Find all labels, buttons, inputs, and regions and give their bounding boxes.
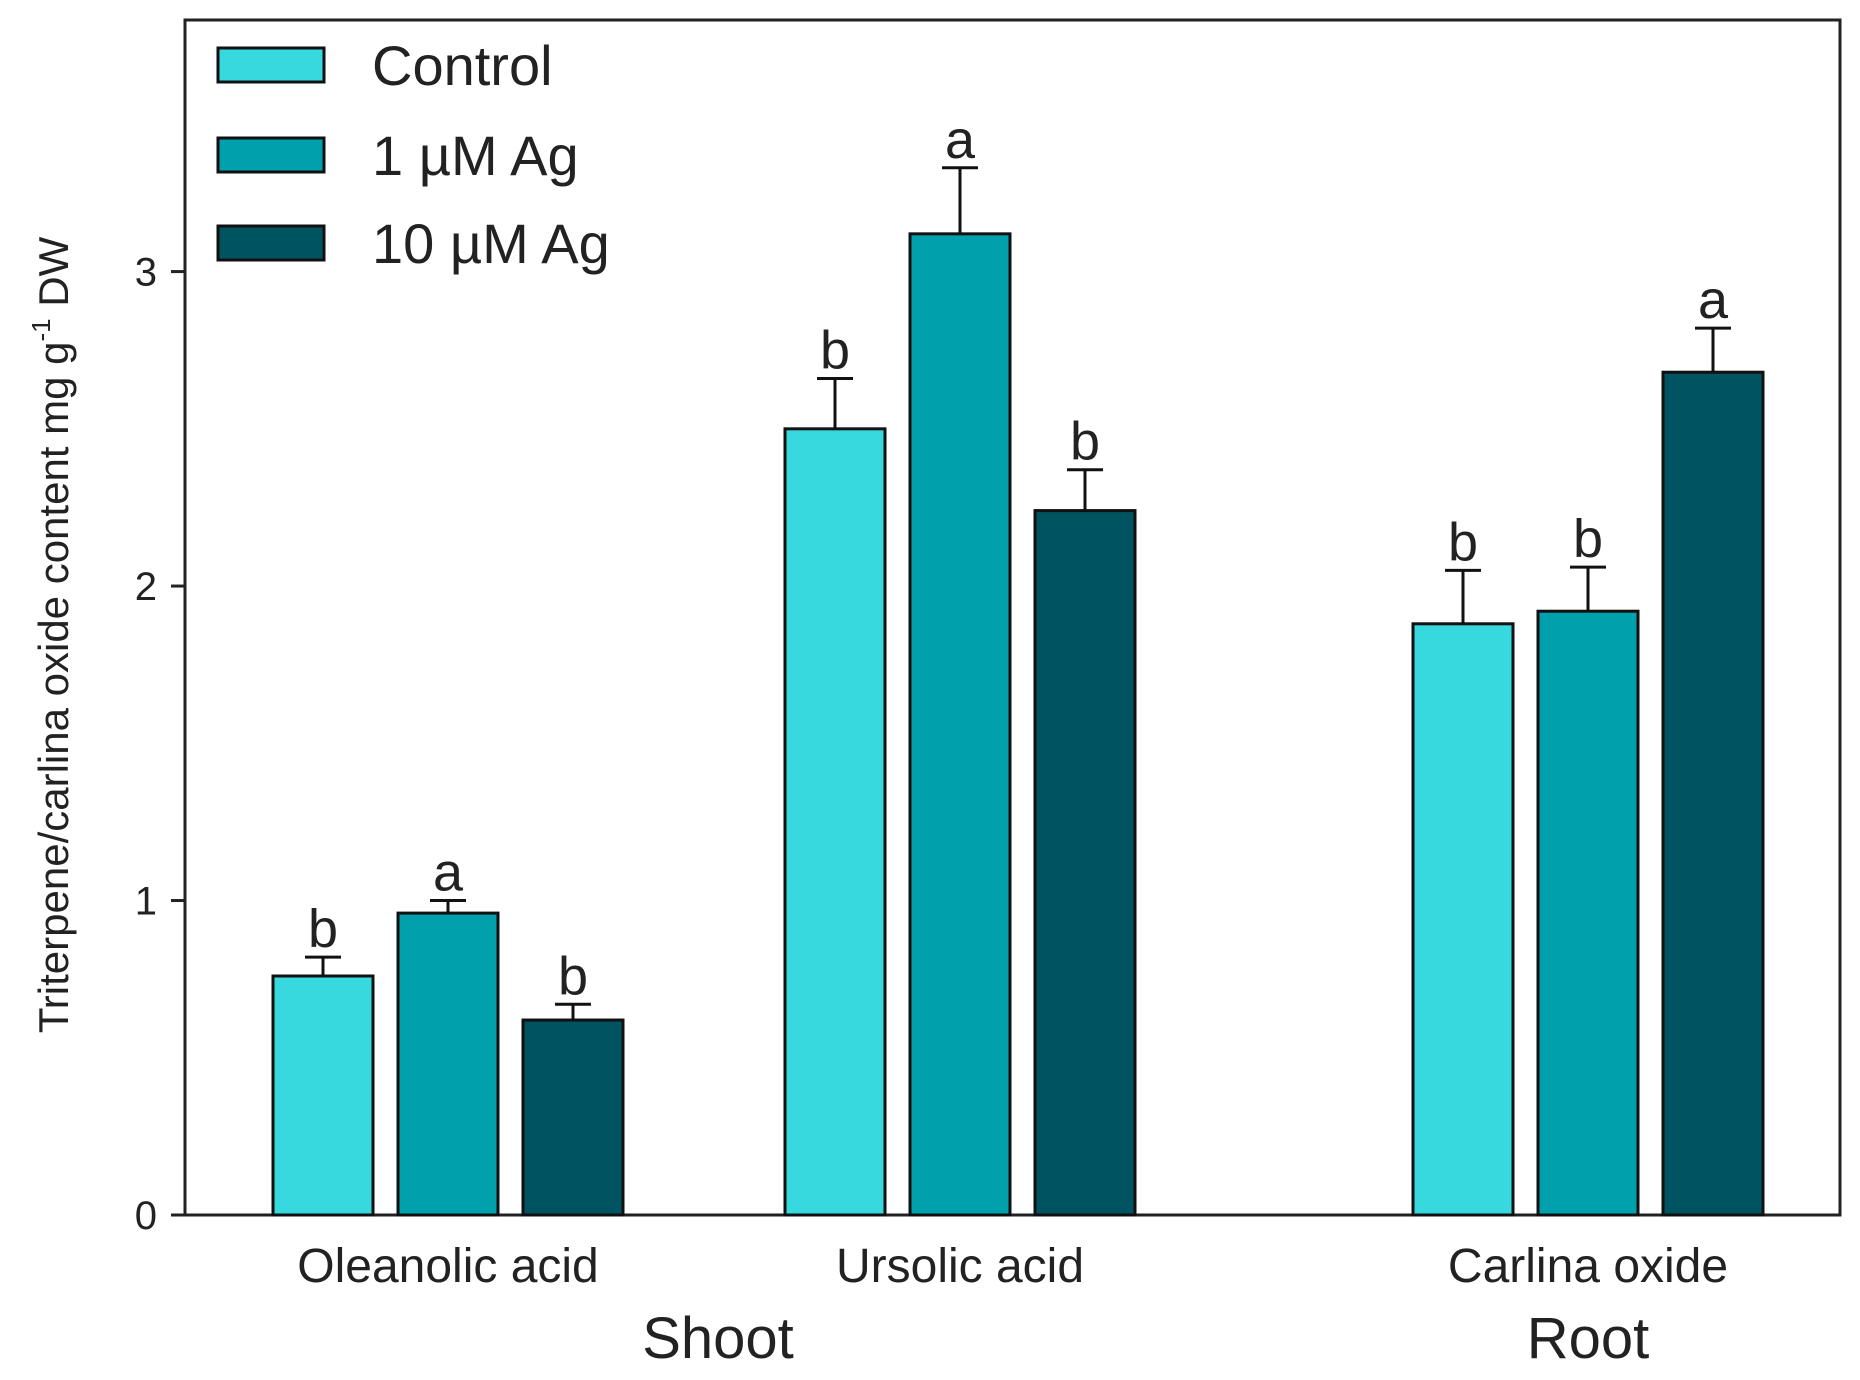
significance-letter: b bbox=[308, 899, 338, 959]
legend-label: 1 µM Ag bbox=[372, 124, 579, 187]
legend-swatch-10-m-ag bbox=[216, 224, 326, 262]
x-axis: Oleanolic acid Ursolic acid Carlina oxide S… bbox=[297, 1240, 1728, 1371]
x-group-label: Root bbox=[1527, 1306, 1650, 1371]
x-category-label: Oleanolic acid bbox=[297, 1240, 599, 1293]
x-category-label: Carlina oxide bbox=[1448, 1240, 1728, 1293]
significance-letter: b bbox=[820, 321, 850, 381]
legend-label: 10 µM Ag bbox=[372, 212, 610, 275]
bar-ursolic-acid-1-m-ag bbox=[908, 232, 1012, 1217]
legend-label: Control bbox=[372, 34, 553, 97]
significance-letter: b bbox=[558, 946, 588, 1006]
plot-frame bbox=[183, 18, 1842, 1217]
bar-carlina-oxide-10-m-ag bbox=[1661, 370, 1765, 1217]
legend-swatch-1-m-ag bbox=[216, 136, 326, 174]
bar-ursolic-acid-control bbox=[783, 427, 887, 1217]
significance-letter: a bbox=[945, 110, 976, 170]
bar-oleanolic-acid-10-m-ag bbox=[521, 1018, 625, 1217]
legend-swatch-control bbox=[216, 46, 326, 84]
y-tick-label: 0 bbox=[135, 1194, 157, 1238]
bar-oleanolic-acid-control bbox=[271, 974, 375, 1217]
significance-letter: b bbox=[1573, 509, 1603, 569]
y-axis-label-superscript: -1 bbox=[26, 318, 56, 341]
x-group-label: Shoot bbox=[642, 1306, 794, 1371]
y-axis-label-suffix: DW bbox=[30, 236, 77, 318]
significance-letter: b bbox=[1070, 412, 1100, 472]
y-tick-label: 1 bbox=[135, 880, 157, 924]
y-tick-label: 3 bbox=[135, 251, 157, 295]
bar-oleanolic-acid-1-m-ag bbox=[396, 911, 500, 1217]
y-axis: 0 1 2 3 bbox=[135, 251, 185, 1238]
bar-carlina-oxide-1-m-ag bbox=[1536, 609, 1640, 1217]
y-axis-label: Triterpene/carlina oxide content mg g-1 … bbox=[26, 236, 77, 1033]
bar-ursolic-acid-10-m-ag bbox=[1033, 509, 1137, 1217]
significance-letter: a bbox=[1698, 270, 1729, 330]
significance-letter: a bbox=[433, 843, 464, 903]
y-tick-label: 2 bbox=[135, 565, 157, 609]
y-axis-label-main: Triterpene/carlina oxide content mg g bbox=[30, 341, 77, 1033]
legend: Control 1 µM Ag 10 µM Ag bbox=[216, 34, 610, 275]
bar-carlina-oxide-control bbox=[1411, 622, 1515, 1217]
significance-letter: b bbox=[1448, 512, 1478, 572]
bars-layer: b a b b a b b b a bbox=[271, 110, 1765, 1217]
x-category-label: Ursolic acid bbox=[836, 1240, 1084, 1293]
